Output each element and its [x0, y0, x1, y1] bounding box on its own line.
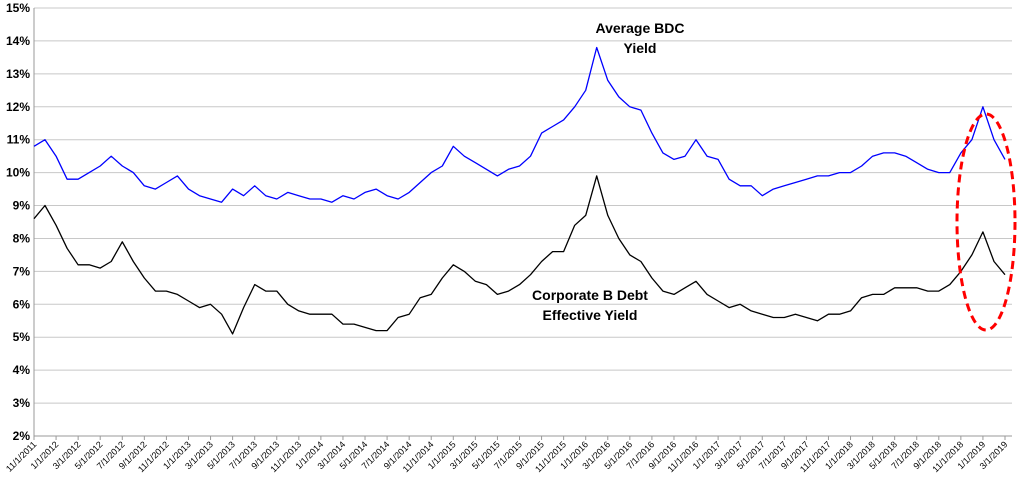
y-tick-label: 5%: [13, 330, 31, 344]
bdc-label-line1: Average BDC: [596, 20, 685, 36]
y-tick-label: 6%: [13, 297, 31, 311]
y-axis-ticks: 2% 3% 4% 5% 6% 7% 8% 9% 10% 11% 12% 13% 14% 15%: [6, 1, 30, 443]
y-tick-label: 4%: [13, 363, 31, 377]
y-tick-label: 3%: [13, 396, 31, 410]
highlight-ellipse: [955, 112, 1017, 332]
y-tick-label: 15%: [6, 1, 30, 15]
gridlines: [33, 7, 1012, 437]
y-tick-label: 14%: [6, 34, 30, 48]
y-tick-label: 7%: [13, 264, 31, 278]
corp-b-label-line2: Effective Yield: [543, 307, 638, 323]
bdc-label-line2: Yield: [624, 40, 657, 56]
y-tick-label: 11%: [7, 133, 31, 147]
y-tick-label: 10%: [6, 166, 30, 180]
y-tick-label: 9%: [13, 199, 31, 213]
corporate-b-yield-line: [33, 175, 1006, 335]
x-axis-ticks: 11/1/20111/1/20123/1/20125/1/20127/1/201…: [4, 436, 1009, 474]
y-tick-label: 13%: [6, 67, 30, 81]
corp-b-label-line1: Corporate B Debt: [532, 287, 648, 303]
y-tick-label: 8%: [13, 231, 31, 245]
y-tick-label: 2%: [13, 429, 31, 443]
y-tick-label: 12%: [6, 100, 30, 114]
bdc-yield-line: [33, 46, 1006, 203]
series-lines: [33, 46, 1006, 335]
